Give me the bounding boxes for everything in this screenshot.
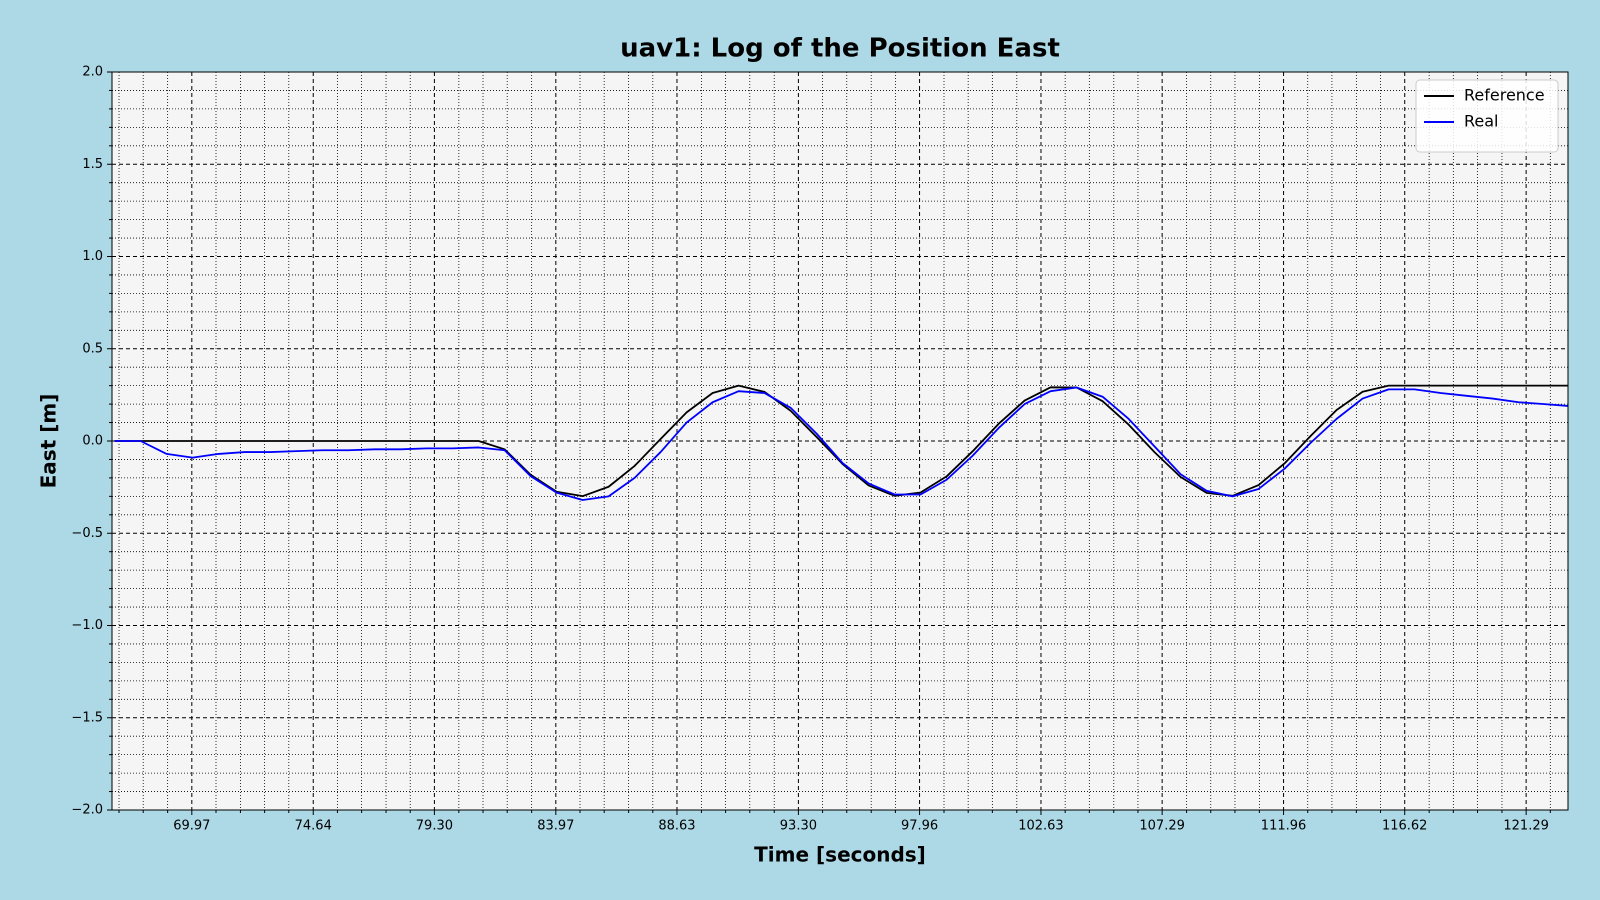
x-tick-label: 74.64 xyxy=(295,819,332,834)
x-axis-label: Time [seconds] xyxy=(754,843,926,867)
x-tick-label: 88.63 xyxy=(658,819,695,834)
legend-label: Real xyxy=(1464,112,1499,131)
legend-label: Reference xyxy=(1464,86,1545,105)
x-tick-label: 102.63 xyxy=(1018,819,1064,834)
x-tick-label: 107.29 xyxy=(1139,819,1185,834)
y-tick-label: 1.5 xyxy=(82,157,103,172)
legend-box xyxy=(1415,79,1559,153)
plot-frame xyxy=(111,71,1569,811)
x-tick-label: 121.29 xyxy=(1503,819,1549,834)
x-tick-label: 116.62 xyxy=(1382,819,1428,834)
x-tick-label: 69.97 xyxy=(173,819,210,834)
x-tick-label: 111.96 xyxy=(1261,819,1307,834)
y-axis-label: East [m] xyxy=(37,394,61,489)
x-tick-label: 97.96 xyxy=(901,819,938,834)
data-line xyxy=(114,386,1569,501)
y-tick-label: 0.0 xyxy=(82,434,103,449)
y-tick-label: 2.0 xyxy=(82,65,103,80)
y-tick-label: −1.5 xyxy=(71,710,103,725)
y-tick-label: −1.0 xyxy=(71,618,103,633)
y-tick-label: −0.5 xyxy=(71,526,103,541)
x-tick-label: 93.30 xyxy=(780,819,817,834)
chart-title: uav1: Log of the Position East xyxy=(620,34,1060,64)
y-tick-label: 0.5 xyxy=(82,341,103,356)
x-tick-label: 83.97 xyxy=(537,819,574,834)
y-tick-label: 1.0 xyxy=(82,249,103,264)
legend: Reference Real xyxy=(1415,79,1559,153)
y-tick-label: −2.0 xyxy=(71,803,103,818)
x-tick-label: 79.30 xyxy=(416,819,453,834)
